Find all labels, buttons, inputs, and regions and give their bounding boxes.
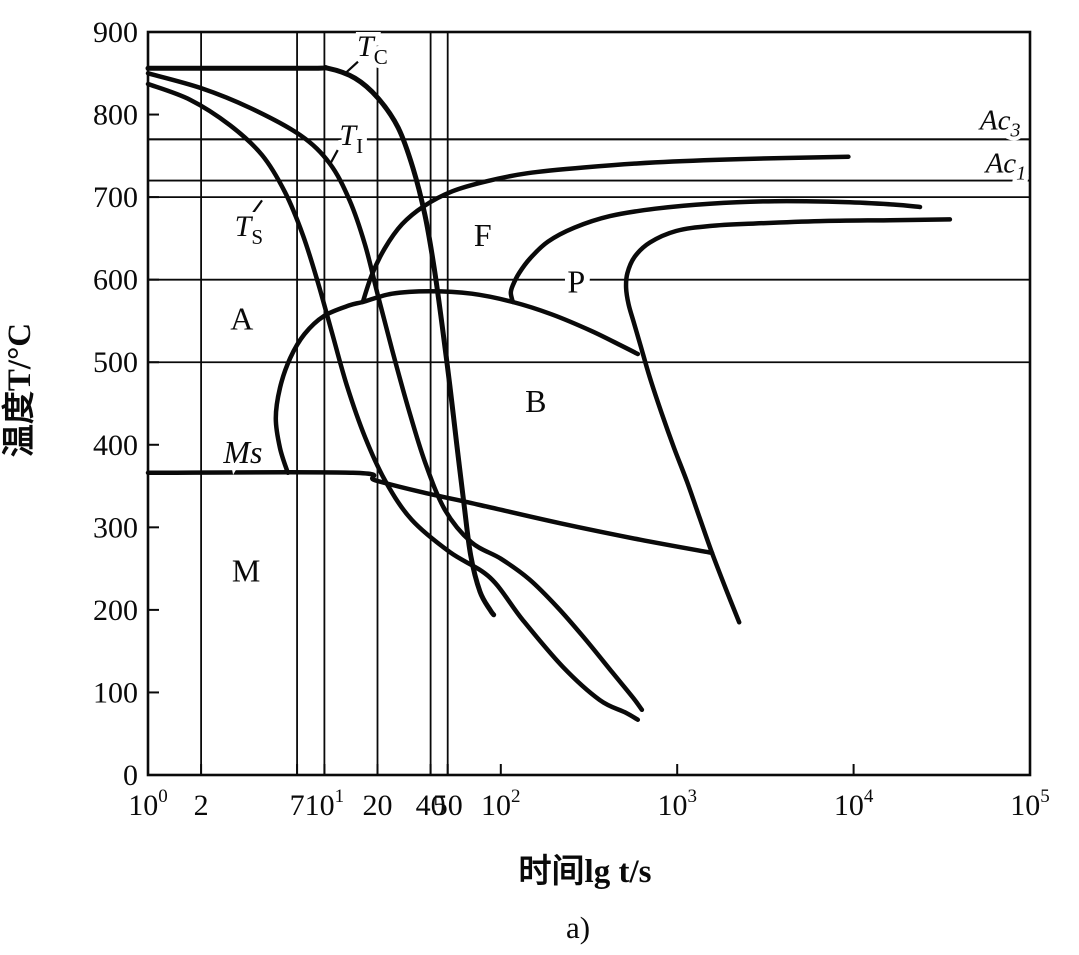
y-tick-label: 600: [93, 264, 138, 297]
leader-TI: [330, 149, 339, 163]
x-axis-title: 时间lg t/s: [519, 853, 652, 890]
y-tick-label: 800: [93, 99, 138, 132]
curve-label-TI: TI: [339, 119, 363, 158]
x-tick-label: 40: [416, 789, 446, 822]
y-tick-label: 500: [93, 346, 138, 379]
x-tick-label: 20: [363, 789, 393, 822]
phase-label-Ms: Ms: [222, 434, 262, 470]
curve-ferrite-start: [360, 154, 851, 305]
leader-TC: [345, 60, 359, 74]
curve-cooling-curve-Ts: [145, 81, 641, 722]
y-tick-label: 300: [93, 511, 138, 544]
x-tick-label: 101: [305, 786, 345, 822]
x-tick-label: 2: [194, 789, 209, 822]
leader-TS: [252, 199, 263, 214]
y-tick-label: 100: [93, 676, 138, 709]
phase-label-B: B: [525, 383, 546, 419]
plot-border: [146, 30, 1032, 777]
curve-layer: [145, 65, 953, 722]
refline-label-Ac1: Ac1: [984, 147, 1027, 184]
x-tick-label: 7: [290, 789, 305, 822]
x-tick-label: 102: [481, 786, 521, 822]
y-tick-label: 400: [93, 429, 138, 462]
curve-pearlite-finish: [623, 217, 953, 625]
phase-label-P: P: [567, 263, 585, 299]
x-tick-label: 104: [834, 786, 874, 822]
y-tick-label: 0: [123, 759, 138, 792]
phase-label-M: M: [232, 552, 260, 588]
curve-label-TS: TS: [235, 210, 263, 249]
x-tick-label: 105: [1010, 786, 1050, 822]
y-tick-label: 700: [93, 181, 138, 214]
curve-cooling-curve-Tc: [145, 65, 497, 618]
y-tick-label: 200: [93, 594, 138, 627]
x-tick-label: 103: [657, 786, 697, 822]
phase-label-A: A: [230, 300, 253, 336]
x-tick-label: 50: [433, 789, 463, 822]
curve-cooling-curve-Ti: [145, 71, 645, 713]
curve-ms-line: [145, 469, 715, 556]
curve-pearlite-start: [508, 198, 923, 305]
y-axis-title: 温度T/°C: [1, 323, 38, 457]
phase-label-F: F: [474, 217, 492, 253]
curve-label-TC: TC: [357, 30, 388, 69]
y-tick-label: 900: [93, 16, 138, 49]
refline-label-Ac3: Ac3: [978, 104, 1021, 141]
x-tick-label: 100: [128, 786, 168, 822]
grid-layer: [146, 30, 1032, 777]
figure-caption: a): [566, 910, 590, 945]
